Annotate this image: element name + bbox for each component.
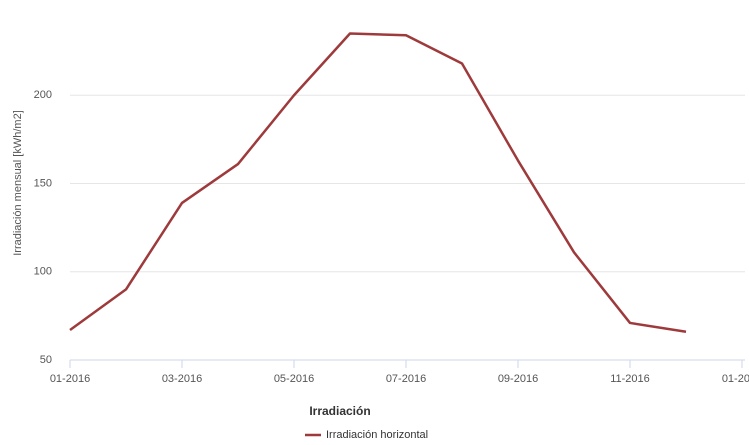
y-tick-label: 100	[34, 266, 52, 278]
x-tick-label: 05-2016	[274, 373, 314, 385]
y-tick-label: 150	[34, 177, 52, 189]
y-axis-label: Irradiación mensual [kWh/m2]	[12, 110, 24, 256]
x-tick-label: 07-2016	[386, 373, 426, 385]
x-tick-label: 01-2017	[722, 373, 749, 385]
x-tick-label: 09-2016	[498, 373, 538, 385]
x-tick-label: 03-2016	[162, 373, 202, 385]
x-tick-label: 01-2016	[50, 373, 90, 385]
legend-label: Irradiación horizontal	[326, 429, 428, 441]
y-tick-label: 200	[34, 89, 52, 101]
x-tick-label: 11-2016	[610, 373, 650, 385]
line-series	[69, 32, 687, 333]
y-tick-label: 50	[40, 354, 52, 366]
legend-title: Irradiación	[309, 404, 370, 418]
